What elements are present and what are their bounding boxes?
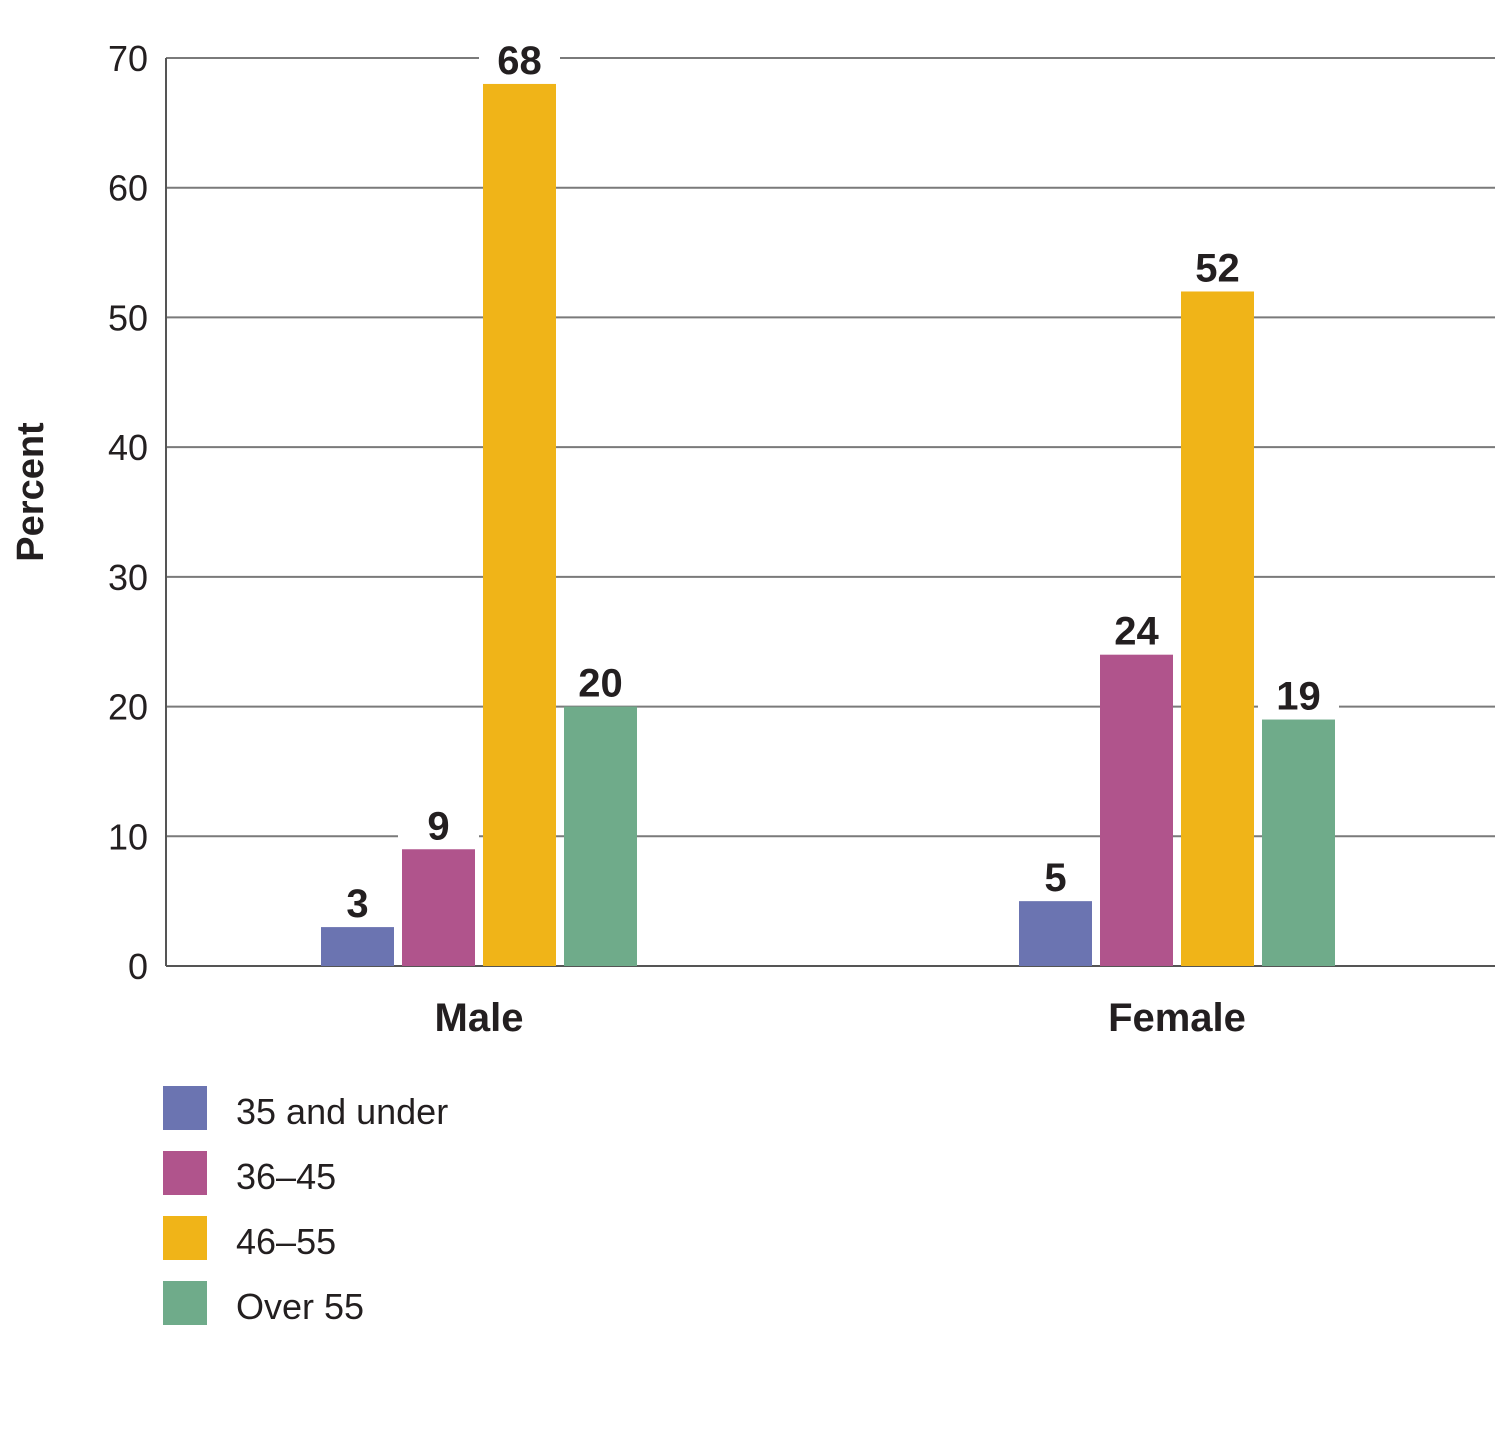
- y-tick-label: 70: [108, 38, 148, 79]
- value-label-background: [1258, 673, 1339, 716]
- legend-label: 46–55: [236, 1221, 336, 1262]
- value-label-background: [1015, 855, 1096, 898]
- value-label-background: [1096, 608, 1177, 651]
- legend-label: 35 and under: [236, 1091, 448, 1132]
- y-tick-label: 40: [108, 427, 148, 468]
- legend-swatch: [163, 1216, 207, 1260]
- bar: [1100, 654, 1173, 966]
- category-labels: Male Female: [435, 996, 1246, 1040]
- y-tick-label: 30: [108, 557, 148, 598]
- bar: [1181, 291, 1254, 966]
- bar: [564, 706, 637, 966]
- bar: [1262, 719, 1335, 966]
- value-label-background: [317, 881, 398, 924]
- value-label-background: [398, 803, 479, 846]
- value-label: 3: [346, 882, 368, 926]
- value-label: 52: [1195, 246, 1240, 290]
- legend-swatch: [163, 1281, 207, 1325]
- gridlines: [165, 57, 1495, 967]
- value-labels: 3 9 68 20 5 24 52 19: [317, 37, 1339, 926]
- y-tick-label: 60: [108, 168, 148, 209]
- legend-swatch: [163, 1086, 207, 1130]
- legend-label: Over 55: [236, 1286, 364, 1327]
- value-label: 5: [1044, 856, 1066, 900]
- bar: [1019, 901, 1092, 966]
- bar: [483, 83, 556, 966]
- value-label-background: [479, 37, 560, 80]
- value-label: 68: [497, 39, 542, 83]
- bars: [321, 83, 1335, 966]
- value-label: 20: [578, 662, 623, 706]
- category-label: Female: [1108, 996, 1246, 1040]
- y-tick-label: 20: [108, 687, 148, 728]
- y-axis-label: Percent: [10, 422, 52, 562]
- legend-swatch: [163, 1151, 207, 1195]
- y-tick-label: 0: [128, 946, 148, 987]
- y-tick-labels: 0 10 20 30 40 50 60 70: [108, 38, 148, 987]
- y-tick-label: 10: [108, 816, 148, 857]
- value-label-background: [1177, 245, 1258, 288]
- legend-label: 36–45: [236, 1156, 336, 1197]
- bar: [321, 927, 394, 966]
- legend: 35 and under 36–45 46–55 Over 55: [163, 1086, 448, 1327]
- category-label: Male: [435, 996, 524, 1040]
- y-tick-label: 50: [108, 297, 148, 338]
- value-label: 19: [1276, 675, 1321, 719]
- value-label-background: [560, 660, 641, 703]
- bar: [402, 849, 475, 966]
- value-label: 24: [1114, 610, 1159, 654]
- value-label: 9: [427, 804, 449, 848]
